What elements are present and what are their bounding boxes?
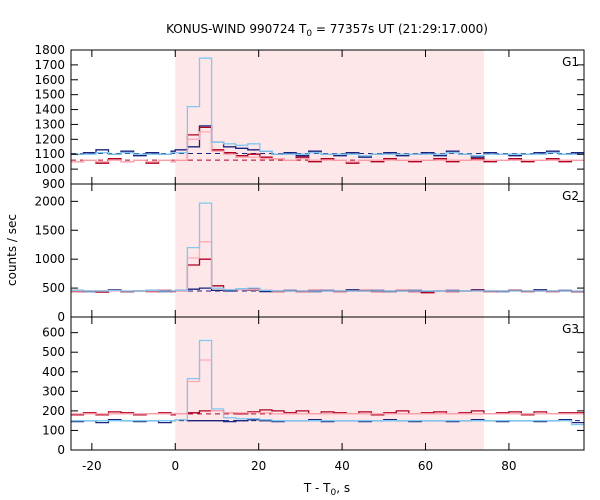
y-tick-label: 1500	[34, 88, 65, 102]
panel-frame	[70, 316, 585, 451]
panel-label: G1	[562, 55, 579, 69]
y-tick-label: 100	[42, 423, 65, 437]
xlabel-sub: 0	[331, 488, 337, 498]
y-tick-label: 1200	[34, 132, 65, 146]
xlabel-main: T - T	[303, 481, 331, 495]
y-tick-label: 200	[42, 404, 65, 418]
series-sky	[71, 339, 584, 426]
y-tick-label: 1600	[34, 73, 65, 87]
chart-title: KONUS-WIND 990724 T0 = 77357s UT (21:29:…	[166, 22, 488, 39]
y-axis-label: counts / sec	[5, 214, 19, 286]
series-group	[71, 57, 584, 164]
title-rest: = 77357s UT (21:29:17.000)	[312, 22, 488, 36]
y-tick-label: 400	[42, 365, 65, 379]
y-tick-label: 500	[42, 281, 65, 295]
y-tick-label: 1400	[34, 103, 65, 117]
panel-label: G2	[562, 189, 579, 203]
x-tick-label: 80	[501, 459, 516, 473]
shaded-interval	[175, 184, 484, 317]
y-tick-label: 0	[57, 310, 65, 324]
panel-g2: 0 500 1000 1500 2000 G2	[34, 183, 585, 324]
y-tick-label: 1100	[34, 147, 65, 161]
x-tick-label: 0	[171, 459, 179, 473]
y-tick-label: 900	[42, 177, 65, 191]
xlabel-rest: , s	[336, 481, 350, 495]
series-group	[71, 202, 584, 294]
x-tick-label: -20	[82, 459, 102, 473]
shaded-interval	[175, 50, 484, 184]
x-tick-label: 40	[334, 459, 349, 473]
y-tick-label: 1700	[34, 58, 65, 72]
shaded-interval	[175, 317, 484, 450]
panels: 900100011001200130014001500160017001800G…	[34, 43, 585, 473]
panel-g3: 0 100 200 300 400 500 600 G3	[42, 316, 585, 457]
series-sky	[71, 57, 584, 157]
panel-label: G3	[562, 322, 579, 336]
y-tick-label: 600	[42, 326, 65, 340]
y-tick-label: 1800	[34, 43, 65, 57]
y-tick-label: 1000	[34, 252, 65, 266]
y-tick-label: 1300	[34, 117, 65, 131]
y-tick-label: 2000	[34, 194, 65, 208]
title-main: KONUS-WIND 990724 T	[166, 22, 307, 36]
x-tick-label: 60	[418, 459, 433, 473]
series-group	[71, 339, 584, 426]
x-axis-label: T - T0, s	[303, 481, 350, 498]
y-tick-label: 0	[57, 443, 65, 457]
y-tick-label: 500	[42, 345, 65, 359]
y-tick-label: 1500	[34, 223, 65, 237]
y-tick-label: 1000	[34, 162, 65, 176]
title-sub: 0	[306, 29, 312, 39]
x-tick-label: 20	[251, 459, 266, 473]
series-light-red	[71, 359, 584, 415]
series-light-red	[71, 131, 584, 163]
series-sky	[71, 202, 584, 292]
y-tick-label: 300	[42, 384, 65, 398]
